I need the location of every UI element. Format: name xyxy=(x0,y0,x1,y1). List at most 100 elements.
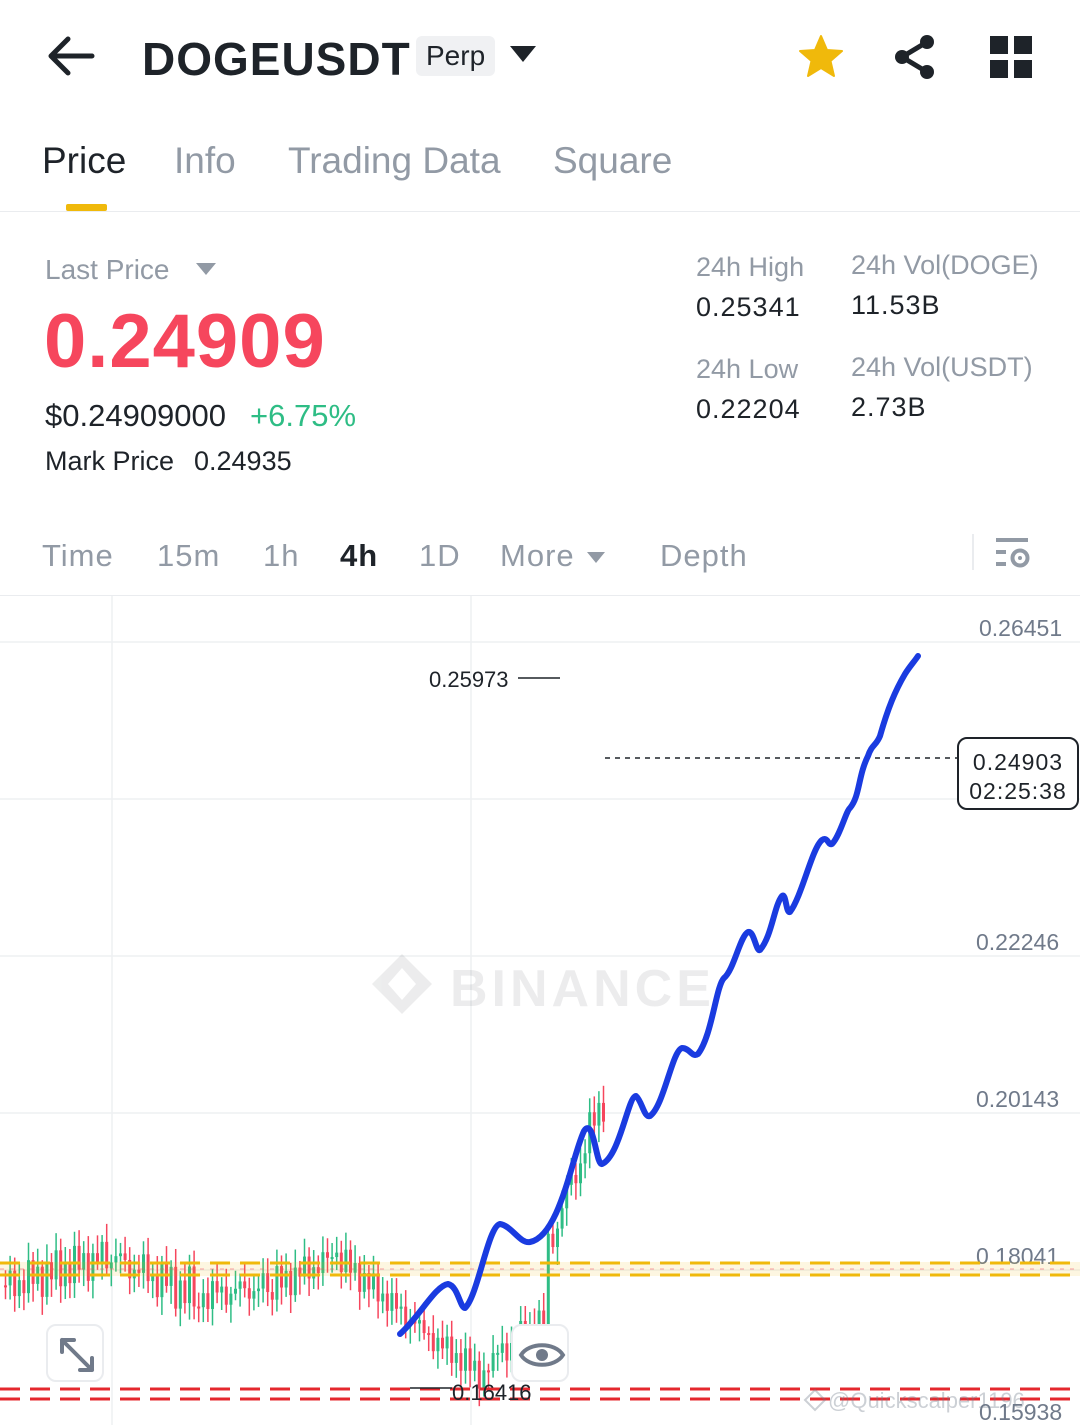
interval-time[interactable]: Time xyxy=(42,538,114,573)
candle-body xyxy=(105,1241,109,1269)
price-change-percent: +6.75% xyxy=(250,398,357,433)
candle-body xyxy=(146,1254,150,1282)
candle-body xyxy=(551,1233,555,1248)
candle-body xyxy=(293,1267,297,1296)
candle-body xyxy=(91,1253,95,1281)
chart-settings-icon[interactable] xyxy=(994,534,1032,572)
candle-body xyxy=(592,1112,596,1126)
candlestick-chart[interactable]: BINANCE 0.26451 0.22246 0.20143 0.18041 … xyxy=(0,596,1080,1425)
candle-body xyxy=(344,1249,348,1273)
star-icon[interactable] xyxy=(796,32,846,82)
candle-body xyxy=(31,1260,35,1284)
candle-body xyxy=(330,1257,334,1260)
candle-body xyxy=(353,1263,357,1273)
y-axis-label: 0.22246 xyxy=(976,929,1059,955)
candle-body xyxy=(261,1273,265,1289)
binance-watermark: BINANCE xyxy=(372,954,711,1018)
candle-body xyxy=(579,1163,582,1184)
candle-body xyxy=(155,1273,159,1298)
candle-body xyxy=(8,1270,12,1286)
candle-body xyxy=(238,1281,242,1289)
candle-body xyxy=(431,1333,435,1352)
interval-4h[interactable]: 4h xyxy=(340,538,379,573)
last-price-label: Last Price xyxy=(45,254,170,285)
candle-body xyxy=(468,1348,472,1371)
candle-body xyxy=(436,1337,440,1352)
tab-info[interactable]: Info xyxy=(174,140,236,181)
candle-body xyxy=(505,1343,509,1361)
candle-body xyxy=(247,1288,251,1299)
candle-body xyxy=(197,1306,201,1309)
interval-more[interactable]: More xyxy=(500,538,575,573)
candle-body xyxy=(335,1252,339,1258)
candle-body xyxy=(123,1253,127,1260)
candle-body xyxy=(280,1266,283,1288)
interval-1d[interactable]: 1D xyxy=(419,538,461,573)
grid-icon[interactable] xyxy=(988,34,1034,80)
interval-1h[interactable]: 1h xyxy=(263,538,300,573)
candle-countdown: 02:25:38 xyxy=(969,778,1067,804)
candle-body xyxy=(17,1280,21,1297)
svg-text:0.25973: 0.25973 xyxy=(429,667,509,692)
low-label: 24h Low xyxy=(696,354,799,384)
candle-body xyxy=(22,1280,26,1294)
candle-body xyxy=(450,1336,454,1363)
candle-body xyxy=(459,1353,463,1371)
support-zone xyxy=(0,1261,1080,1277)
drawn-projection-line xyxy=(397,653,921,1337)
candle-body xyxy=(399,1306,403,1309)
usd-price: $0.24909000 xyxy=(45,398,227,433)
bottom-lines xyxy=(0,1387,1080,1401)
divider xyxy=(972,534,974,570)
tab-price[interactable]: Price xyxy=(42,140,127,181)
candle-body xyxy=(114,1256,118,1263)
chevron-down-icon xyxy=(587,552,605,563)
candle-body xyxy=(178,1280,182,1309)
candle-body xyxy=(454,1353,458,1363)
candle-body xyxy=(201,1293,205,1308)
interval-depth[interactable]: Depth xyxy=(660,538,748,573)
mark-price-value: 0.24935 xyxy=(194,446,292,476)
candle-body xyxy=(482,1370,486,1389)
candle-body xyxy=(602,1102,605,1122)
candle-body xyxy=(326,1252,329,1258)
candle-body xyxy=(220,1286,224,1293)
candle-body xyxy=(96,1253,99,1262)
candle-body xyxy=(40,1266,44,1297)
candle-body xyxy=(321,1252,325,1274)
visibility-toggle-button[interactable] xyxy=(511,1324,569,1382)
expand-chart-button[interactable] xyxy=(46,1324,104,1382)
candle-body xyxy=(252,1291,256,1299)
perp-badge: Perp xyxy=(416,36,496,76)
active-tab-indicator xyxy=(66,204,107,211)
candle-body xyxy=(206,1293,210,1309)
share-icon[interactable] xyxy=(890,32,940,82)
candle-body xyxy=(266,1273,270,1293)
back-arrow-icon[interactable] xyxy=(44,34,96,78)
candle-body xyxy=(192,1266,196,1307)
candle-body xyxy=(418,1320,421,1324)
candle-body xyxy=(4,1285,7,1288)
candle-body xyxy=(142,1254,145,1273)
candle-body xyxy=(349,1249,352,1273)
candle-body xyxy=(151,1273,155,1282)
tab-trading-data[interactable]: Trading Data xyxy=(288,140,501,181)
candle-body xyxy=(500,1343,504,1353)
candle-body xyxy=(119,1253,122,1257)
candle-body xyxy=(487,1370,490,1373)
candle-body xyxy=(312,1267,316,1279)
candle-body xyxy=(362,1273,366,1292)
candle-body xyxy=(491,1353,495,1371)
symbol-title[interactable]: DOGEUSDT xyxy=(142,33,411,85)
vol-base-value: 11.53B xyxy=(851,290,941,320)
candle-body xyxy=(395,1293,398,1309)
interval-15m[interactable]: 15m xyxy=(157,538,221,573)
candle-body xyxy=(229,1293,233,1305)
dropdown-caret-icon[interactable] xyxy=(506,40,540,70)
chevron-down-icon[interactable] xyxy=(194,260,218,278)
candle-body xyxy=(82,1253,86,1270)
candle-body xyxy=(477,1360,481,1389)
price-stats: Last Price 0.24909 $0.24909000 +6.75% Ma… xyxy=(0,212,1080,512)
candle-body xyxy=(441,1337,444,1349)
tab-square[interactable]: Square xyxy=(553,140,673,181)
